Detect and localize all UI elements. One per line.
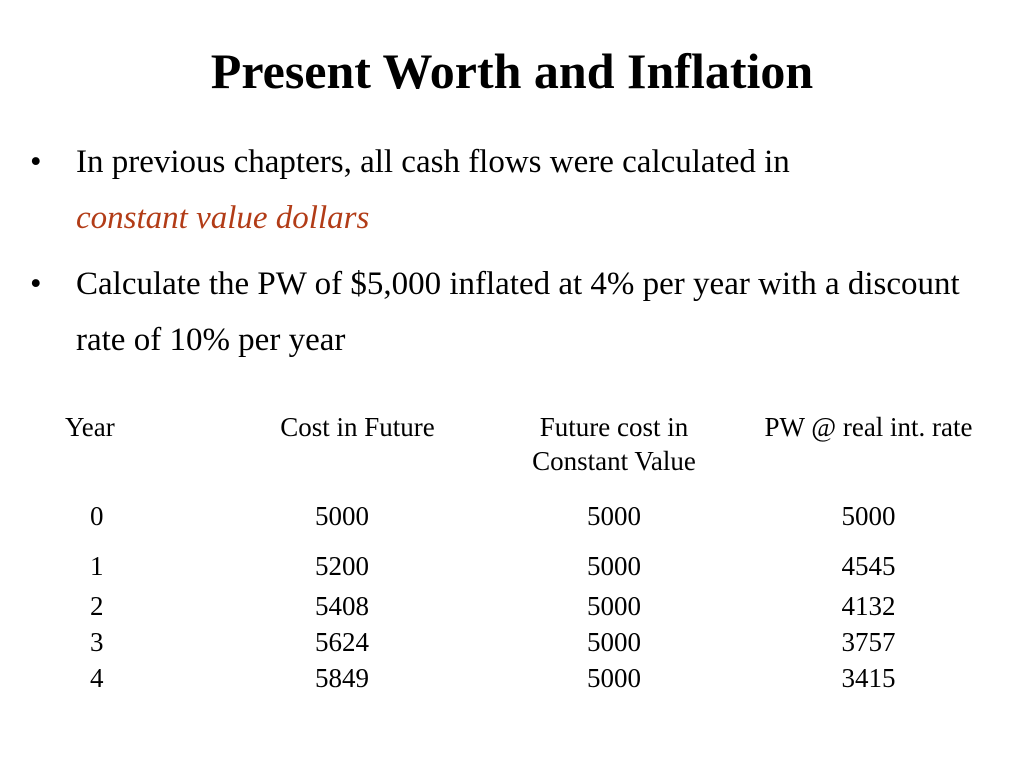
- bullet-item: • In previous chapters, all cash flows w…: [30, 134, 990, 246]
- bullet-emphasis-text: constant value dollars: [76, 200, 370, 236]
- cell-constant-value: 5000: [587, 663, 641, 693]
- bullet-dot-icon: •: [30, 144, 42, 180]
- pw-table: Year Cost in Future Future cost in Const…: [0, 410, 1024, 696]
- column-header-year: Year: [65, 412, 115, 442]
- bullet-text: Calculate the PW of $5,000 inflated at 4…: [76, 266, 960, 358]
- table-header-row: Year Cost in Future Future cost in Const…: [0, 410, 1024, 498]
- cell-pw-real-rate: 3757: [841, 627, 896, 657]
- cell-constant-value: 5000: [587, 627, 641, 657]
- cell-constant-value: 5000: [587, 551, 641, 581]
- cell-pw-real-rate: 4545: [841, 551, 896, 581]
- column-header-constant-value: Future cost in Constant Value: [532, 412, 696, 476]
- bullet-item: • Calculate the PW of $5,000 inflated at…: [30, 256, 990, 368]
- cell-cost-in-future: 5849: [315, 663, 369, 693]
- column-header-pw-real-rate: PW @ real int. rate: [764, 412, 973, 442]
- cell-constant-value: 5000: [587, 591, 641, 621]
- cell-cost-in-future: 5200: [315, 551, 369, 581]
- cell-year: 3: [90, 627, 104, 657]
- table-row: 1 5200 5000 4545: [0, 548, 1024, 588]
- table-row: 3 5624 5000 3757: [0, 624, 1024, 660]
- bullet-list: • In previous chapters, all cash flows w…: [30, 134, 990, 378]
- cell-cost-in-future: 5000: [315, 501, 369, 531]
- slide-title: Present Worth and Inflation: [210, 43, 814, 99]
- cell-cost-in-future: 5408: [315, 591, 369, 621]
- cell-pw-real-rate: 5000: [841, 501, 896, 531]
- cell-year: 1: [90, 551, 104, 581]
- cell-year: 2: [90, 591, 104, 621]
- cell-pw-real-rate: 4132: [841, 591, 896, 621]
- cell-constant-value: 5000: [587, 501, 641, 531]
- table-row: 2 5408 5000 4132: [0, 588, 1024, 624]
- cell-year: 0: [90, 501, 104, 531]
- table-row: 0 5000 5000 5000: [0, 498, 1024, 548]
- cell-pw-real-rate: 3415: [841, 663, 896, 693]
- bullet-text: In previous chapters, all cash flows wer…: [76, 144, 790, 180]
- column-header-cost-in-future: Cost in Future: [280, 412, 435, 442]
- cell-cost-in-future: 5624: [315, 627, 369, 657]
- bullet-dot-icon: •: [30, 266, 42, 302]
- table-row: 4 5849 5000 3415: [0, 660, 1024, 696]
- cell-year: 4: [90, 663, 104, 693]
